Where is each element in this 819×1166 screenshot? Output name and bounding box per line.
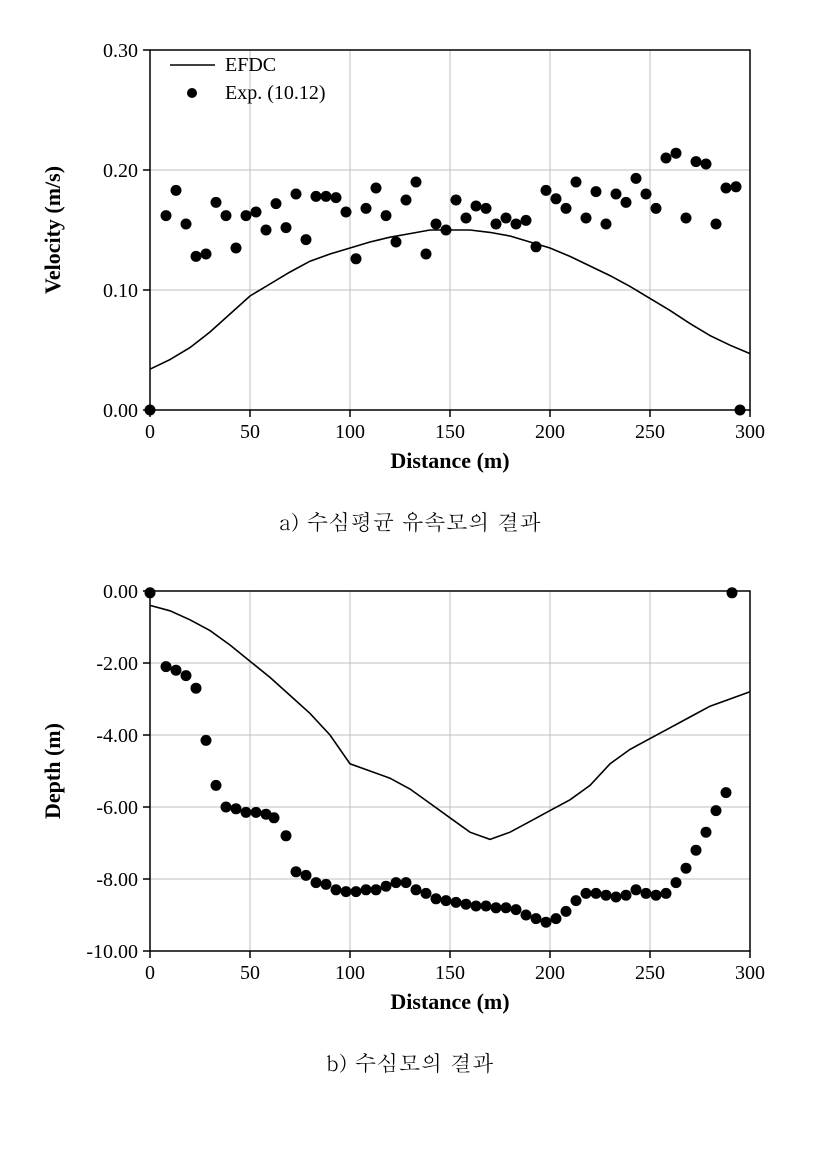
- svg-text:150: 150: [435, 421, 465, 443]
- svg-text:250: 250: [635, 421, 665, 443]
- svg-text:0.10: 0.10: [103, 280, 138, 302]
- svg-text:0.20: 0.20: [103, 160, 138, 182]
- svg-text:250: 250: [635, 962, 665, 984]
- svg-text:100: 100: [335, 962, 365, 984]
- depth-chart: 0 50 100 150 200 250 300 0.00 -2.00 -4.00 -6.00 -8.…: [20, 561, 800, 1041]
- velocity-chart-svg: 0 50 100 150 200 250 300 0.00 0.10 0.20 0.30 Distan…: [20, 20, 800, 500]
- depth-chart-svg: 0 50 100 150 200 250 300 0.00 -2.00 -4.00 -6.00 -8.…: [20, 561, 800, 1041]
- velocity-caption: a) 수심평균 유속모의 결과: [20, 506, 800, 537]
- svg-text:0: 0: [145, 421, 155, 443]
- svg-text:200: 200: [535, 421, 565, 443]
- svg-text:-4.00: -4.00: [96, 725, 138, 747]
- velocity-chart: 0 50 100 150 200 250 300 0.00 0.10 0.20 0.30 Distan…: [20, 20, 800, 500]
- svg-text:0: 0: [145, 962, 155, 984]
- svg-text:100: 100: [335, 421, 365, 443]
- svg-text:Exp. (10.12): Exp. (10.12): [225, 82, 326, 104]
- svg-text:Distance (m): Distance (m): [390, 448, 509, 473]
- svg-text:-2.00: -2.00: [96, 653, 138, 675]
- svg-text:Velocity (m/s): Velocity (m/s): [40, 166, 65, 294]
- svg-text:300: 300: [735, 962, 765, 984]
- svg-text:300: 300: [735, 421, 765, 443]
- svg-text:-6.00: -6.00: [96, 797, 138, 819]
- svg-text:EFDC: EFDC: [225, 54, 276, 76]
- depth-caption: b) 수심모의 결과: [20, 1047, 800, 1078]
- svg-text:200: 200: [535, 962, 565, 984]
- svg-text:-10.00: -10.00: [86, 941, 138, 963]
- svg-text:0.00: 0.00: [103, 581, 138, 603]
- svg-text:-8.00: -8.00: [96, 869, 138, 891]
- svg-text:50: 50: [240, 962, 260, 984]
- svg-text:0.30: 0.30: [103, 40, 138, 62]
- svg-text:0.00: 0.00: [103, 400, 138, 422]
- svg-text:Depth (m): Depth (m): [40, 723, 65, 819]
- svg-text:Distance (m): Distance (m): [390, 989, 509, 1014]
- svg-text:50: 50: [240, 421, 260, 443]
- svg-text:150: 150: [435, 962, 465, 984]
- figure-container: 0 50 100 150 200 250 300 0.00 0.10 0.20 0.30 Distan…: [20, 20, 800, 1078]
